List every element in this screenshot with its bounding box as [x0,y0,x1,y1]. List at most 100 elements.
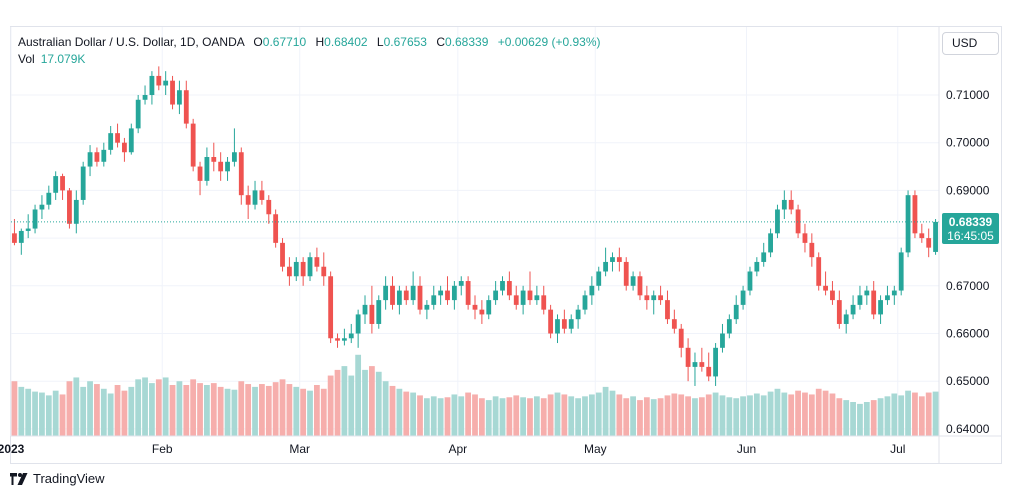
tradingview-logo[interactable]: TradingView [10,471,105,486]
volume-bar [554,392,561,436]
volume-bar [320,388,327,436]
candle-body [190,123,196,167]
time-axis: 2023 Feb Mar Apr May Jun Jul [0,435,1001,456]
volume-bar [238,381,245,436]
candle-body [335,338,340,341]
candle-body [122,142,127,153]
volume-bar [231,389,238,436]
volume-bar [478,398,485,436]
currency-button[interactable]: USD [942,32,999,55]
volume-bar [162,377,169,436]
candle-body [156,75,162,86]
volume-bar [767,391,774,436]
candle-body [328,276,334,339]
volume-bar [499,398,506,436]
volume-bar [348,375,355,436]
volume-bar [375,371,382,436]
candle-body [500,281,505,291]
volume-bar [616,394,623,436]
volume-bar [210,383,217,436]
candle-body [706,366,712,377]
volume-bar [582,396,588,436]
volume-bar [568,396,575,436]
candle-body [238,152,244,196]
volume-legend[interactable]: Vol 17.079K [18,52,85,66]
candle-body [128,128,134,153]
volume-bar [733,398,740,436]
candle-body [616,257,622,262]
candle-body [740,290,746,305]
symbol-legend[interactable]: Australian Dollar / U.S. Dollar, 1D, OAN… [18,35,600,49]
candle-body [273,214,279,243]
candle-body [610,257,615,262]
candle-body [225,161,230,172]
price-tick-label: 0.65000 [946,374,990,388]
volume-bar [80,386,87,436]
close-label: C [436,35,445,49]
open-label: O [253,35,263,49]
candle-body [362,304,368,315]
volume-bar [458,396,465,436]
candle-body [87,152,93,167]
volume-bar [884,396,891,436]
volume-bar [190,379,197,436]
volume-bar [176,381,183,436]
volume-bar [307,390,313,436]
candle-body [314,257,320,267]
volume-bar [905,390,911,436]
volume-bar [829,393,836,436]
volume-bar [100,388,107,436]
candle-body [692,362,698,367]
volume-bar [259,384,265,436]
time-tick-label: Jul [890,442,905,456]
candle-body [300,261,306,277]
candle-body [472,304,478,310]
candle-body [67,190,72,224]
close-value: 0.68339 [445,35,489,49]
volume-bar [94,384,100,436]
candle-body [101,149,107,162]
volume-bar [272,382,279,436]
volume-bar [698,397,705,436]
volume-bar [863,402,870,436]
candle-body [390,285,395,305]
candle-body [568,319,574,329]
candle-body [245,195,251,205]
volume-bar [217,386,224,436]
candle-body [843,314,849,324]
volume-bar [11,381,18,436]
candle-body [266,199,272,215]
volume-bar [107,393,114,436]
volume-bar [760,395,767,436]
volume-bar [382,381,389,436]
volume-bar [815,388,822,436]
candle-body [183,90,189,124]
change-value: +0.00629 (+0.93%) [497,35,601,49]
time-tick-label: Jun [737,442,756,456]
candle-body [252,190,258,205]
volume-bar [740,396,746,436]
candle-body [644,295,650,301]
volume-bar [87,381,93,436]
symbol-name[interactable]: Australian Dollar / U.S. Dollar, 1D, OAN… [18,35,245,49]
candle-body [589,285,595,296]
candle-body [534,295,540,301]
candle-body [754,261,760,272]
candle-body [933,221,938,252]
candle-body [286,266,292,277]
candle-body [46,192,52,205]
volume-bar [719,395,726,436]
volume-bar [609,390,616,436]
candle-body [25,228,31,231]
volume-bar [747,395,753,436]
candle-body [341,338,347,341]
candle-body [898,252,904,291]
volume-bar [327,375,334,436]
volume-bar [506,397,513,436]
volume-bar [32,391,38,436]
volume-bar [705,394,712,436]
chart-grid [10,27,939,436]
candle-body [548,309,554,334]
candle-body [802,233,808,243]
